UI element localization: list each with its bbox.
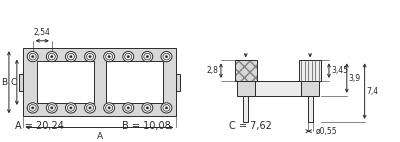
Bar — [235, 60, 257, 81]
Circle shape — [165, 107, 168, 109]
Bar — [176, 74, 180, 91]
Circle shape — [70, 107, 72, 109]
Circle shape — [89, 56, 91, 58]
Circle shape — [86, 105, 94, 111]
Bar — [255, 81, 301, 96]
Circle shape — [144, 105, 151, 111]
Circle shape — [27, 52, 38, 62]
Circle shape — [104, 103, 114, 113]
Text: 3,45: 3,45 — [331, 66, 348, 75]
Circle shape — [161, 103, 172, 113]
Circle shape — [146, 107, 148, 109]
Circle shape — [108, 107, 110, 109]
Circle shape — [32, 107, 34, 109]
Bar — [235, 60, 257, 81]
Text: ø0,55: ø0,55 — [316, 127, 337, 136]
Circle shape — [48, 105, 55, 111]
Circle shape — [29, 105, 36, 111]
Circle shape — [142, 103, 153, 113]
Circle shape — [46, 103, 57, 113]
Text: C: C — [11, 78, 17, 87]
Circle shape — [84, 103, 96, 113]
Circle shape — [125, 53, 132, 60]
Circle shape — [51, 56, 53, 58]
Circle shape — [163, 53, 170, 60]
Circle shape — [146, 56, 148, 58]
Circle shape — [67, 53, 74, 60]
Circle shape — [27, 103, 38, 113]
Circle shape — [84, 52, 96, 62]
Circle shape — [125, 105, 132, 111]
Circle shape — [32, 56, 34, 58]
Text: 2,54: 2,54 — [34, 28, 51, 37]
Text: B = 10,08: B = 10,08 — [122, 121, 171, 131]
Circle shape — [29, 53, 36, 60]
Text: A: A — [96, 132, 103, 141]
Circle shape — [161, 52, 172, 62]
Circle shape — [70, 56, 72, 58]
Text: 2,8: 2,8 — [206, 66, 218, 75]
Text: 7,4: 7,4 — [367, 87, 379, 96]
Circle shape — [66, 52, 76, 62]
Circle shape — [108, 56, 110, 58]
Bar — [308, 96, 313, 122]
Circle shape — [123, 52, 134, 62]
Text: B: B — [1, 78, 7, 87]
Circle shape — [46, 52, 57, 62]
Circle shape — [67, 105, 74, 111]
Circle shape — [104, 52, 114, 62]
Circle shape — [127, 107, 129, 109]
Circle shape — [123, 103, 134, 113]
Bar — [301, 81, 319, 96]
Circle shape — [144, 53, 151, 60]
Bar — [237, 81, 255, 96]
Circle shape — [48, 53, 55, 60]
Circle shape — [106, 105, 113, 111]
Circle shape — [51, 107, 53, 109]
Circle shape — [165, 56, 168, 58]
Bar — [299, 60, 321, 81]
Bar — [243, 96, 248, 122]
Text: 3,9: 3,9 — [349, 74, 361, 83]
Bar — [23, 48, 176, 116]
Text: A = 20,24: A = 20,24 — [15, 121, 64, 131]
Text: C = 7,62: C = 7,62 — [229, 121, 272, 131]
Bar — [19, 74, 23, 91]
Circle shape — [89, 107, 91, 109]
Circle shape — [86, 53, 94, 60]
Circle shape — [66, 103, 76, 113]
Bar — [37, 61, 94, 103]
Circle shape — [106, 53, 113, 60]
Bar — [106, 61, 162, 103]
Circle shape — [127, 56, 129, 58]
Circle shape — [142, 52, 153, 62]
Circle shape — [163, 105, 170, 111]
